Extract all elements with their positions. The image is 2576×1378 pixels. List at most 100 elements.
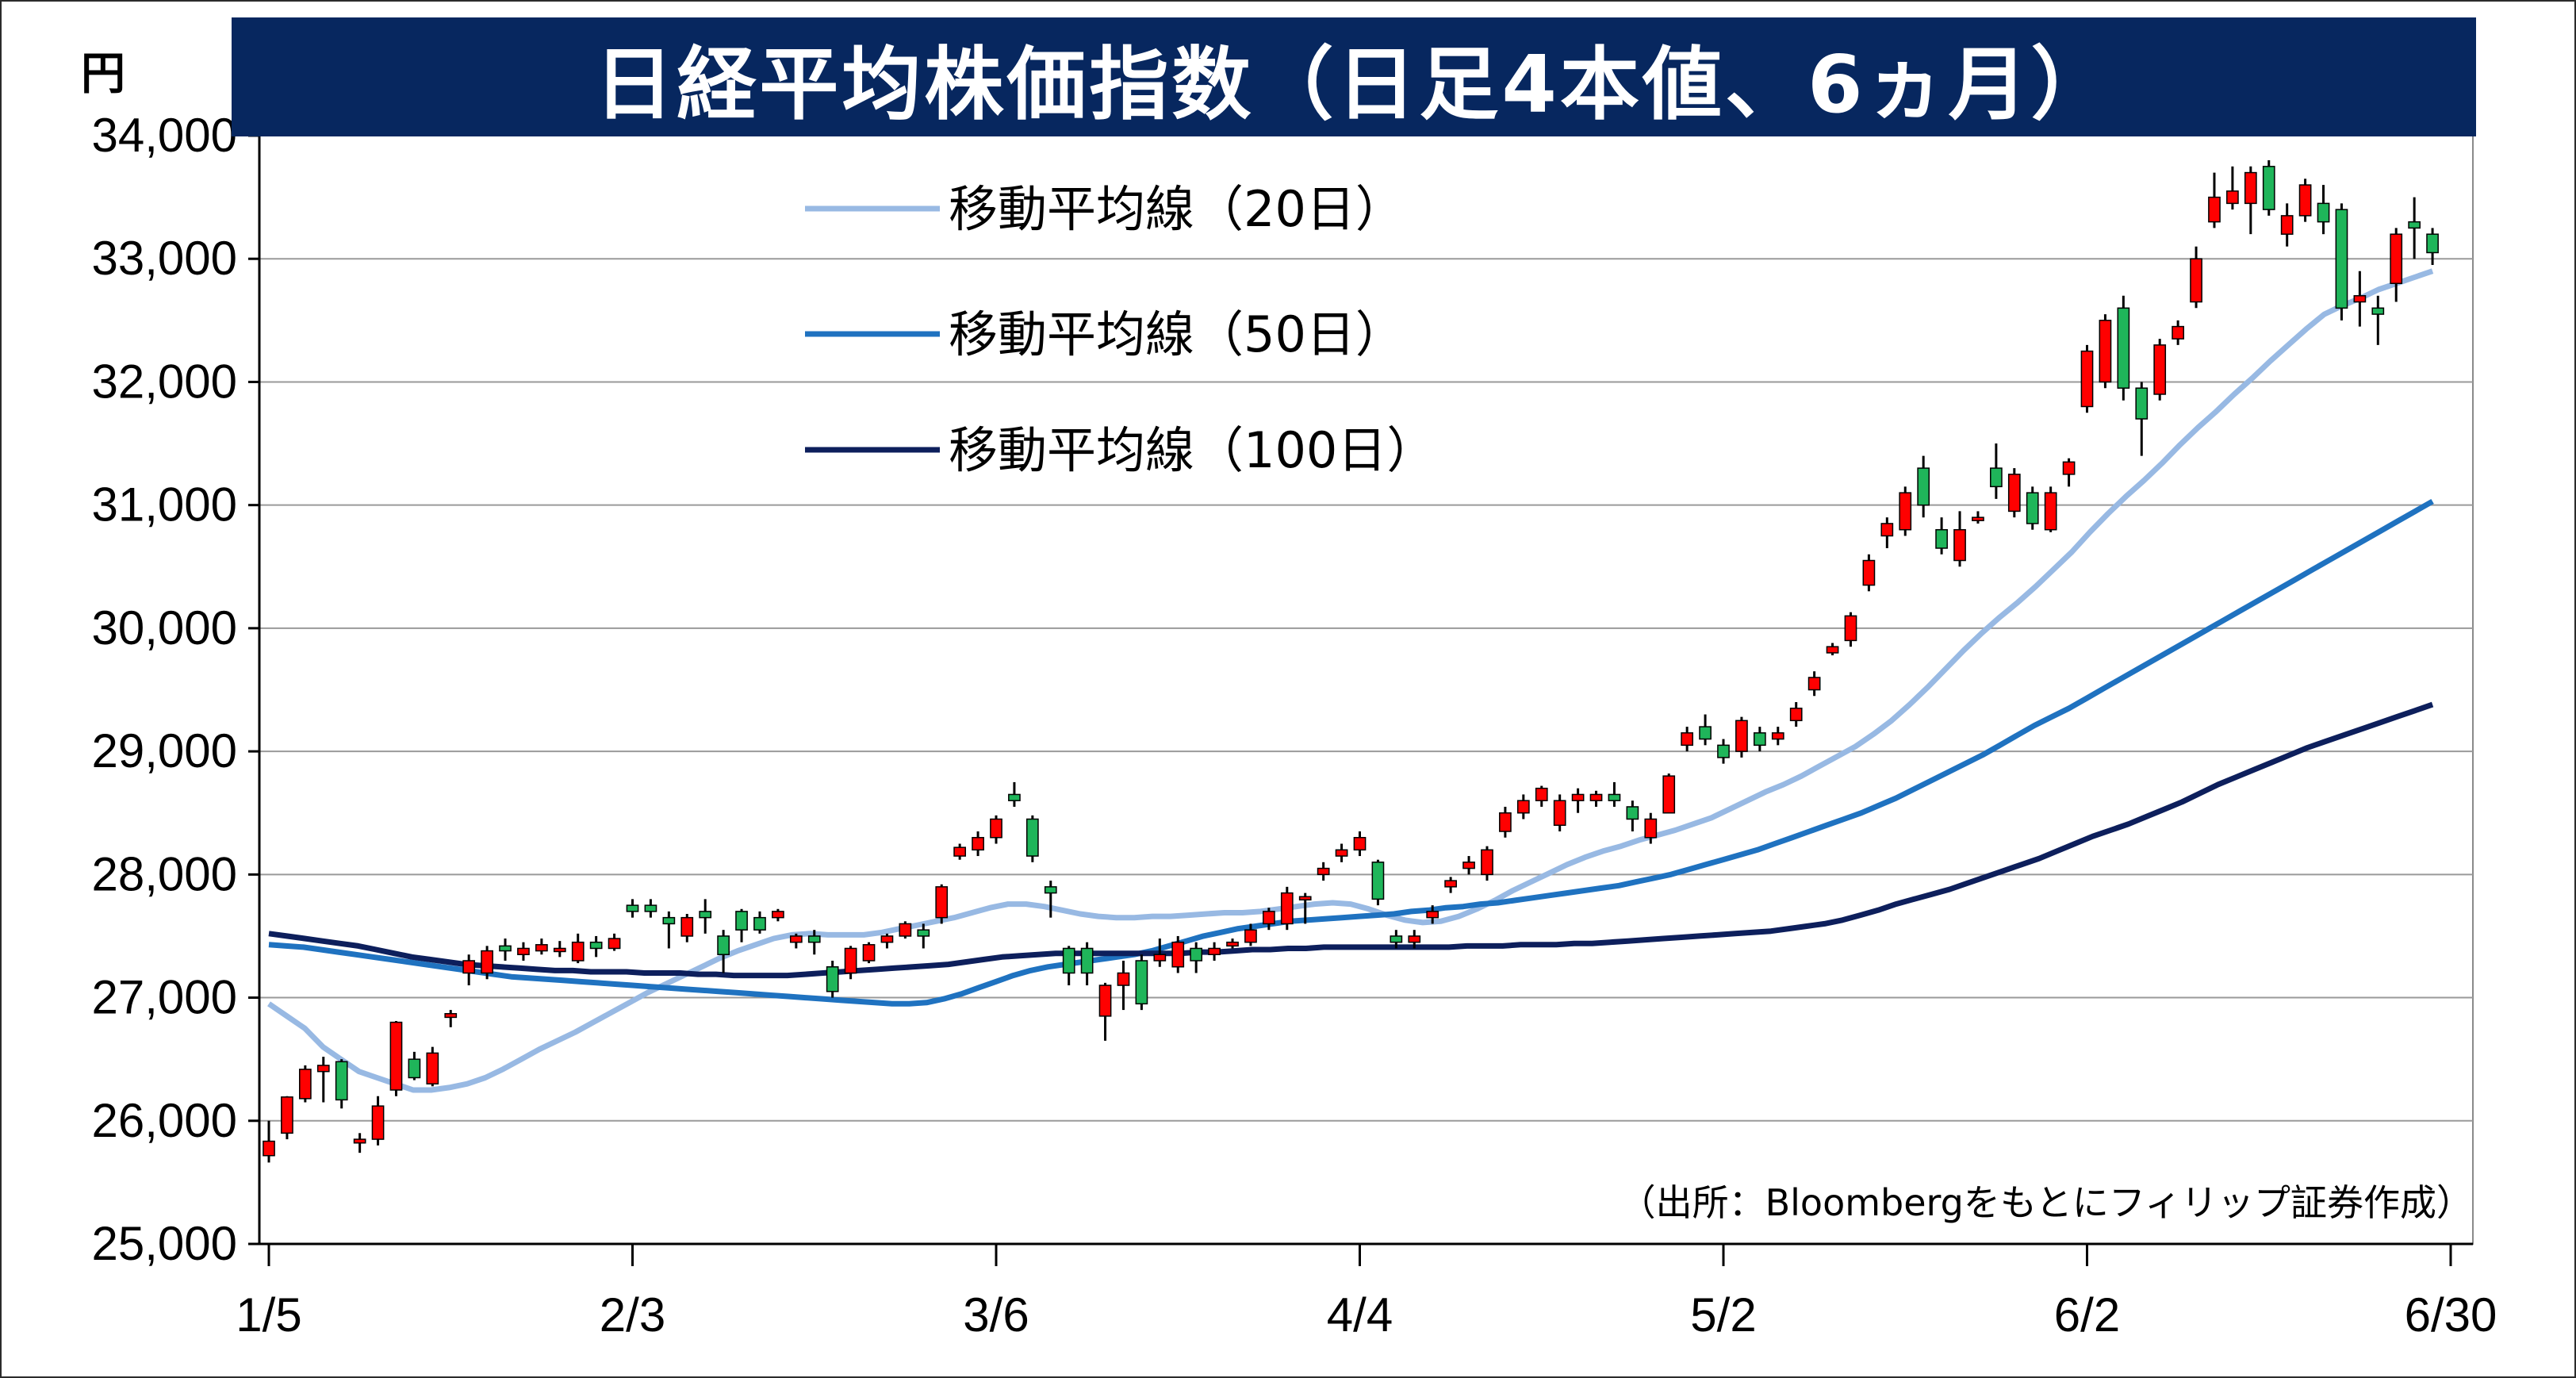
candle [917, 923, 930, 949]
candle [1789, 702, 1803, 727]
candle [1990, 443, 2003, 499]
candle-body-up [972, 837, 984, 851]
candle-body-up [535, 944, 548, 952]
candle [1044, 881, 1057, 918]
candle-body-down [1025, 818, 1039, 857]
candle [608, 933, 621, 951]
candle [1826, 643, 1839, 656]
candle [1699, 714, 1712, 746]
candle-body-up [680, 916, 694, 937]
candle [1972, 511, 1984, 524]
candle [626, 899, 639, 918]
legend: 移動平均線（20日） 移動平均線（50日） 移動平均線（100日） [805, 180, 1436, 479]
candle [1553, 794, 1566, 832]
candle-body-up [772, 911, 784, 919]
candle [1771, 727, 1784, 746]
candle [1408, 930, 1421, 949]
candle-body-up [1280, 892, 1294, 925]
candle-body-up [1535, 787, 1548, 801]
candle [680, 914, 694, 942]
candle-body-down [2426, 233, 2439, 254]
candle [481, 946, 493, 980]
candle [1644, 812, 1658, 844]
y-tick-label: 25,000 [91, 1217, 237, 1270]
candle [972, 831, 984, 857]
candle [1153, 938, 1167, 967]
candle-body-down [2262, 166, 2275, 210]
candle-body-up [1263, 911, 1275, 925]
candle-body-up [1244, 929, 1257, 943]
candle-body-down [2117, 307, 2130, 389]
candle [1190, 942, 1203, 973]
candle [444, 1010, 458, 1027]
candle-body-down [2371, 307, 2385, 315]
candle-body-down [1371, 862, 1385, 900]
candle [2026, 486, 2039, 530]
candle-body-up [1644, 818, 1658, 839]
candle-body-down [1135, 960, 1148, 1005]
candle-body-up [281, 1096, 293, 1134]
candle-body-up [1171, 941, 1185, 968]
candle-body-down [826, 966, 839, 992]
candle-body-up [1899, 492, 1912, 531]
candle [1917, 455, 1930, 518]
candle [1662, 773, 1676, 814]
candle-body-up [1226, 941, 1239, 947]
candle [1390, 930, 1403, 949]
legend-label-ma100: 移動平均線（100日） [949, 421, 1436, 479]
candle [298, 1065, 312, 1103]
candle-body-up [1117, 972, 1130, 986]
candle-body-up [2007, 474, 2021, 512]
y-tick-label: 27,000 [91, 971, 237, 1024]
candle-body-down [2026, 492, 2039, 524]
x-tick-label: 1/5 [236, 1288, 301, 1342]
candle [699, 899, 712, 934]
candle-body-down [699, 911, 712, 919]
candle-body-down [2335, 209, 2348, 309]
candle [426, 1046, 439, 1087]
candle [2099, 314, 2112, 389]
candle [1426, 905, 1439, 924]
x-tick-label: 5/2 [1690, 1288, 1756, 1342]
candle [1608, 781, 1621, 807]
candle [2280, 203, 2294, 247]
candle-body-up [2353, 295, 2367, 303]
candle-body-down [2317, 202, 2330, 223]
chart-title: 日経平均株価指数（日足4本値、6ヵ月） [594, 37, 2114, 131]
candle-body-up [371, 1105, 385, 1140]
ma100-line [268, 701, 2434, 979]
candle-body-up [862, 944, 876, 962]
candle-body-up [1735, 720, 1748, 752]
candle-body-up [899, 923, 912, 937]
candle-body-up [389, 1021, 403, 1091]
candle [2317, 185, 2330, 235]
candle [880, 933, 894, 949]
candle [1953, 511, 1966, 567]
candle-body-up [2280, 215, 2294, 235]
candle-body-up [1516, 800, 1530, 814]
candle-body-up [444, 1012, 458, 1019]
candle [353, 1133, 366, 1153]
y-axis-unit: 円 [81, 48, 125, 100]
candle [2007, 468, 2021, 518]
y-tick-label: 33,000 [91, 232, 237, 285]
candle [1025, 815, 1039, 862]
candle [1899, 486, 1912, 536]
candlesticks [263, 160, 2439, 1163]
candle [553, 941, 566, 958]
candle [371, 1096, 385, 1146]
candle [1717, 739, 1730, 764]
candle-body-up [2080, 350, 2094, 408]
candle-body-up [2153, 344, 2167, 395]
candle [1098, 982, 1112, 1041]
candle-body-down [807, 935, 821, 943]
candle [281, 1096, 293, 1140]
ma50-line [268, 498, 2434, 1007]
candle [862, 942, 876, 964]
candle-body-up [1462, 862, 1475, 869]
candle-body-down [2408, 221, 2421, 229]
candle [1371, 859, 1385, 906]
candle [1516, 794, 1530, 820]
candle [2244, 166, 2257, 235]
candle-body-down [644, 904, 657, 912]
